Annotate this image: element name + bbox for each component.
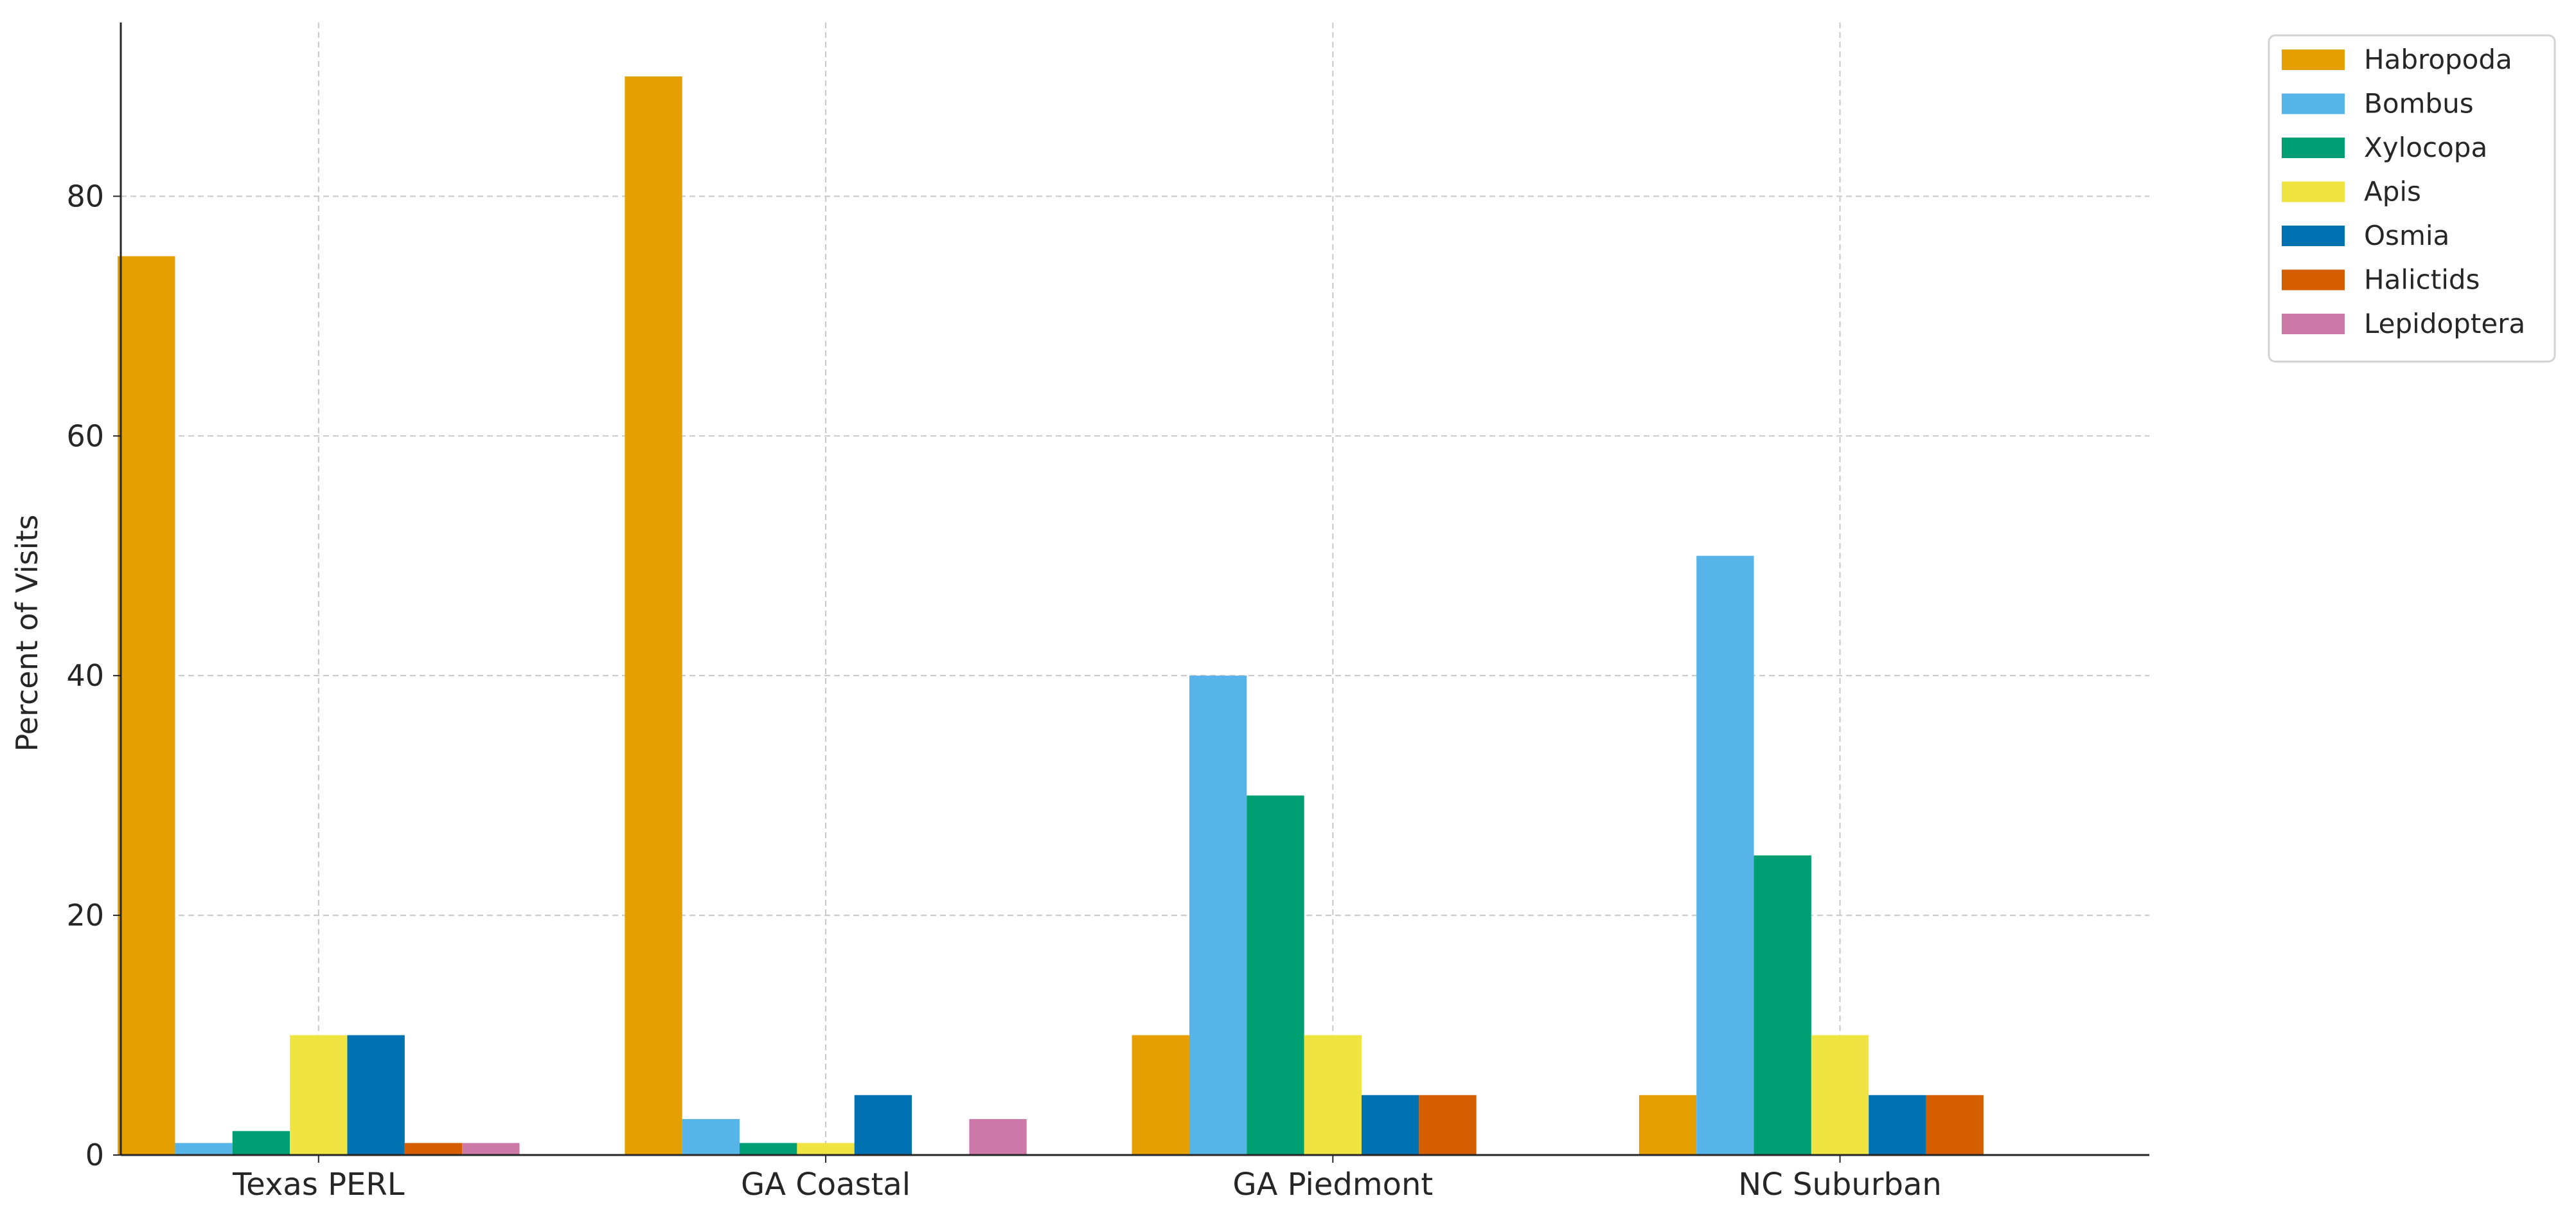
x-tick-label: GA Piedmont xyxy=(1232,1167,1433,1203)
legend-swatch xyxy=(2282,138,2345,158)
legend-label: Lepidoptera xyxy=(2364,308,2525,339)
legend-swatch xyxy=(2282,181,2345,202)
bar-osmia xyxy=(347,1035,405,1155)
y-tick-label: 40 xyxy=(66,658,104,693)
bar-habropoda xyxy=(1639,1095,1697,1155)
y-tick-label: 80 xyxy=(66,179,104,213)
x-tick-label: GA Coastal xyxy=(741,1167,910,1203)
y-tick-label: 20 xyxy=(66,898,104,933)
bar-habropoda xyxy=(118,256,175,1156)
legend-swatch xyxy=(2282,314,2345,334)
bar-halictids xyxy=(1926,1095,1984,1155)
bar-habropoda xyxy=(625,76,682,1155)
legend: Habropoda Bombus Xylocopa Apis Osmia Halictid… xyxy=(2268,34,2556,363)
legend-swatch xyxy=(2282,93,2345,114)
bar-xylocopa xyxy=(232,1131,290,1155)
bar-apis xyxy=(797,1143,855,1155)
y-tick-label: 60 xyxy=(66,418,104,453)
bar-bombus xyxy=(1696,555,1754,1155)
legend-swatch xyxy=(2282,49,2345,70)
legend-label: Apis xyxy=(2364,176,2421,208)
bar-halictids xyxy=(1419,1095,1477,1155)
bar-bombus xyxy=(1189,676,1247,1155)
bars xyxy=(118,76,1984,1156)
legend-label: Halictids xyxy=(2364,264,2480,296)
legend-label: Osmia xyxy=(2364,220,2449,251)
grid-lines xyxy=(121,22,2149,1156)
bar-bombus xyxy=(175,1143,233,1155)
legend-label: Habropoda xyxy=(2364,44,2512,75)
bar-osmia xyxy=(854,1095,912,1155)
legend-swatch xyxy=(2282,226,2345,246)
bar-lepidoptera xyxy=(969,1119,1027,1155)
legend-label: Bombus xyxy=(2364,88,2474,120)
bar-halictids xyxy=(404,1143,463,1155)
bar-xylocopa xyxy=(1754,855,1811,1155)
bar-xylocopa xyxy=(740,1143,797,1155)
y-tick-label: 0 xyxy=(85,1138,104,1172)
x-tick-label: Texas PERL xyxy=(232,1167,405,1203)
legend-label: Xylocopa xyxy=(2364,132,2487,163)
legend-swatch xyxy=(2282,269,2345,291)
bar-osmia xyxy=(1361,1095,1419,1155)
bar-lepidoptera xyxy=(462,1143,520,1155)
y-axis-label: Percent of Visits xyxy=(10,515,44,752)
bar-habropoda xyxy=(1132,1035,1189,1155)
bar-xylocopa xyxy=(1247,795,1304,1155)
axes: 0 20 40 60 80 Texas PERL GA Coastal GA Piedmont… xyxy=(66,22,2149,1203)
bar-apis xyxy=(1811,1035,1869,1155)
bar-apis xyxy=(290,1035,348,1155)
bar-bombus xyxy=(682,1119,740,1155)
bar-osmia xyxy=(1869,1095,1926,1155)
bar-apis xyxy=(1304,1035,1362,1155)
x-tick-label: NC Suburban xyxy=(1738,1167,1942,1203)
